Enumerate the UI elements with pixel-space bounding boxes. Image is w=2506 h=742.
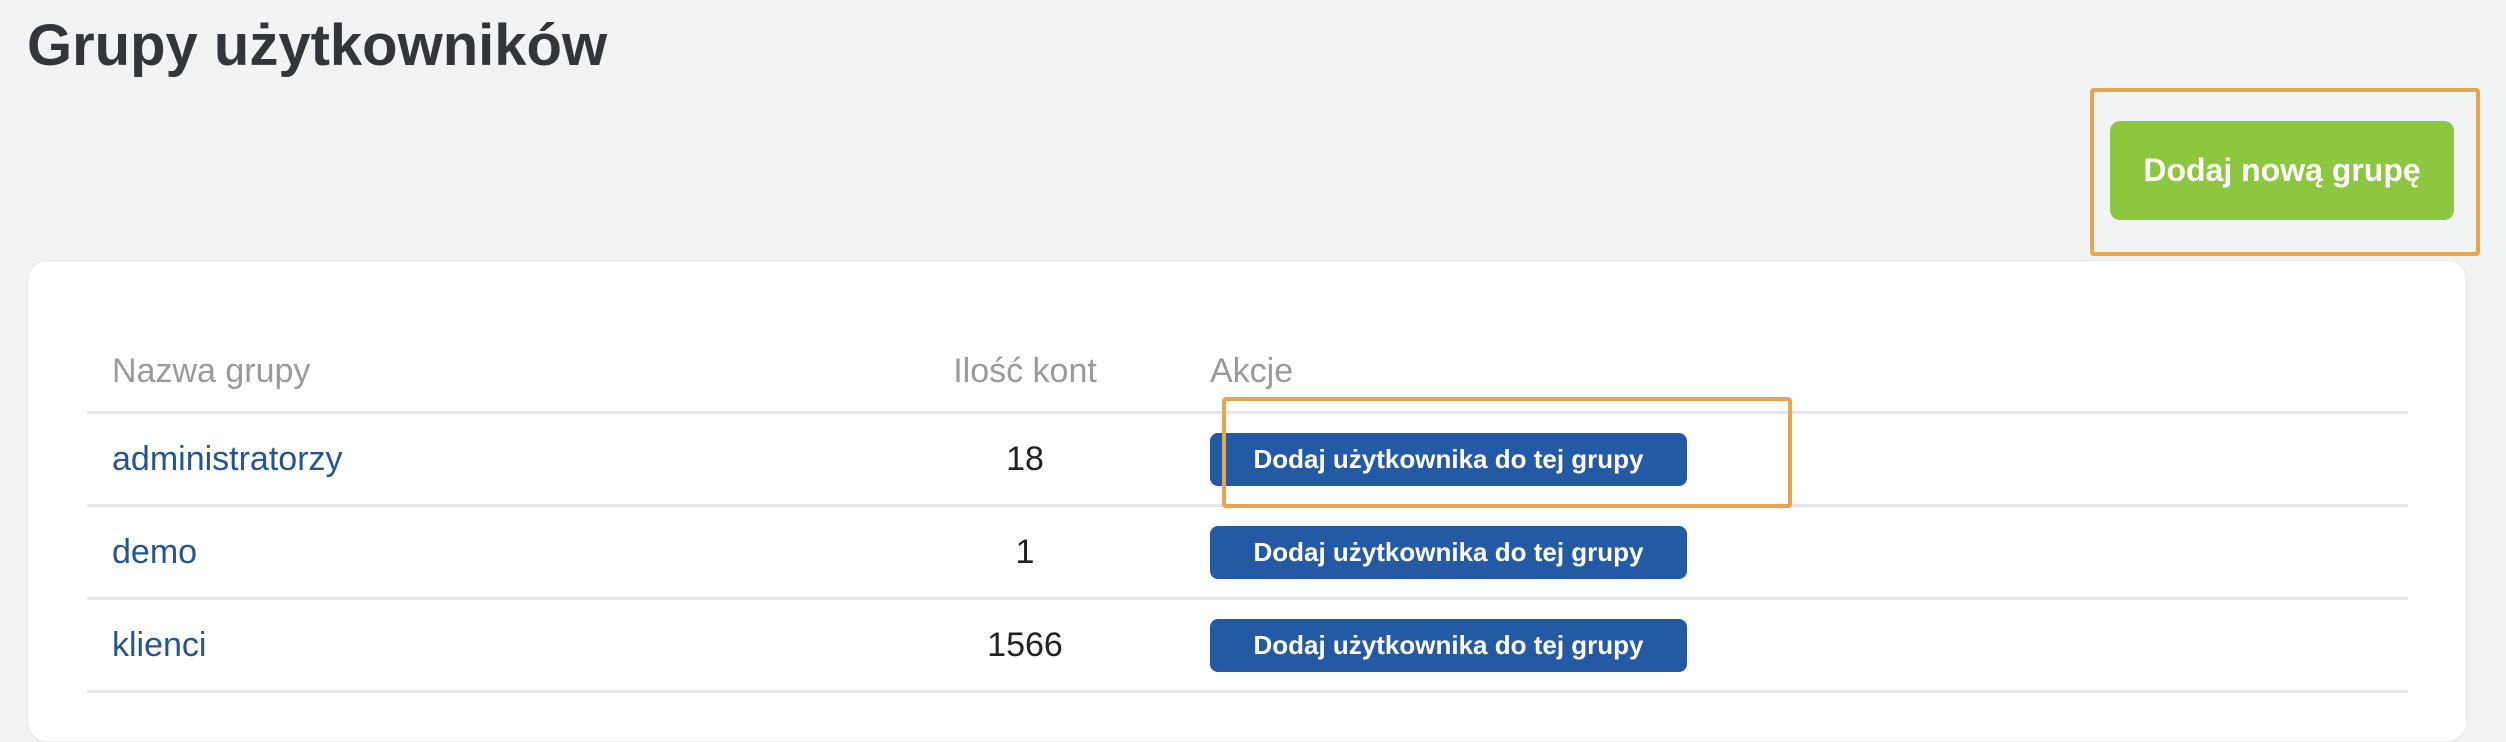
group-count: 1 (910, 504, 1140, 599)
add-group-button[interactable]: Dodaj nową grupę (2110, 121, 2454, 220)
group-link[interactable]: klienci (112, 625, 207, 664)
highlight-box (2090, 88, 2480, 256)
highlight-box (1222, 397, 1792, 508)
page-title: Grupy użytkowników (27, 13, 608, 78)
add-user-to-group-button[interactable]: Dodaj użytkownika do tej grupy (1210, 525, 1687, 579)
add-user-to-group-button[interactable]: Dodaj użytkownika do tej grupy (1210, 618, 1687, 672)
group-link[interactable]: administratorzy (112, 439, 343, 478)
groups-table: Nazwa grupy Ilość kont Akcje administrat… (87, 331, 2408, 694)
header-count: Ilość kont (953, 351, 1097, 390)
group-link[interactable]: demo (112, 532, 198, 571)
group-count: 1566 (910, 597, 1140, 692)
table-row: demo 1 Dodaj użytkownika do tej grupy (87, 504, 2408, 599)
add-user-to-group-button[interactable]: Dodaj użytkownika do tej grupy (1210, 432, 1687, 486)
group-count: 18 (910, 411, 1140, 506)
groups-card: Nazwa grupy Ilość kont Akcje administrat… (27, 260, 2467, 742)
table-row: klienci 1566 Dodaj użytkownika do tej gr… (87, 597, 2408, 692)
table-row: administratorzy 18 Dodaj użytkownika do … (87, 411, 2408, 506)
header-actions: Akcje (1210, 351, 1294, 390)
table-header: Nazwa grupy Ilość kont Akcje (87, 331, 2408, 413)
header-name: Nazwa grupy (112, 351, 311, 390)
